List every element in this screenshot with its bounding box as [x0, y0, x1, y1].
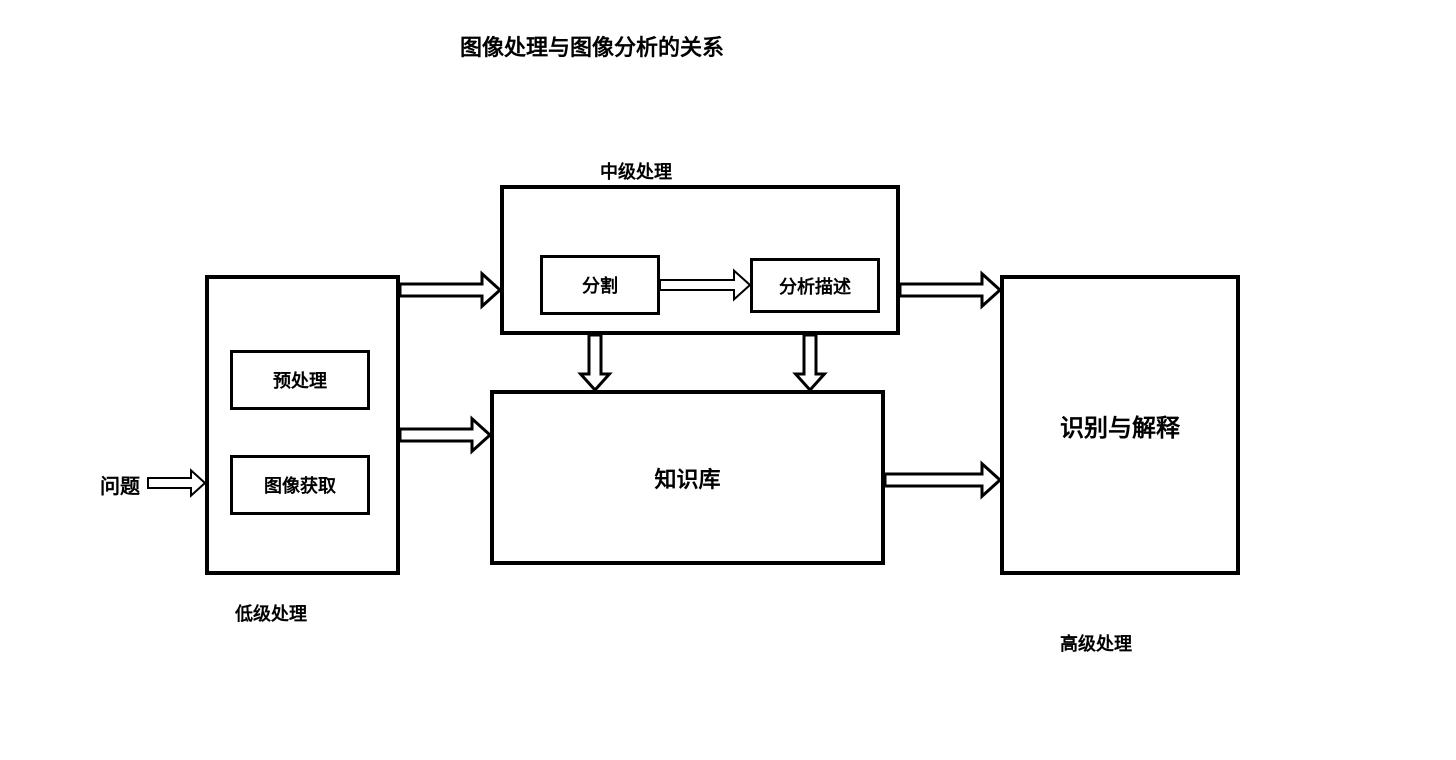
knowledge-to-recog-arrow: [885, 464, 1000, 496]
seg-to-analysis-arrow: [660, 271, 750, 300]
seg-to-knowledge-arrow: [581, 335, 610, 390]
lowlevel-to-knowledge-arrow: [400, 419, 490, 451]
analysis-to-knowledge-arrow: [796, 335, 825, 390]
problem-to-lowlevel-arrow: [148, 470, 205, 495]
mid-to-recognition-arrow: [900, 274, 1000, 306]
diagram-canvas: 图像处理与图像分析的关系 预处理 图像获取 分割 分析描述 知识库 识别与解释 …: [0, 0, 1456, 760]
lowlevel-to-midlevel-arrow: [400, 274, 500, 306]
arrows-layer: [0, 0, 1456, 760]
